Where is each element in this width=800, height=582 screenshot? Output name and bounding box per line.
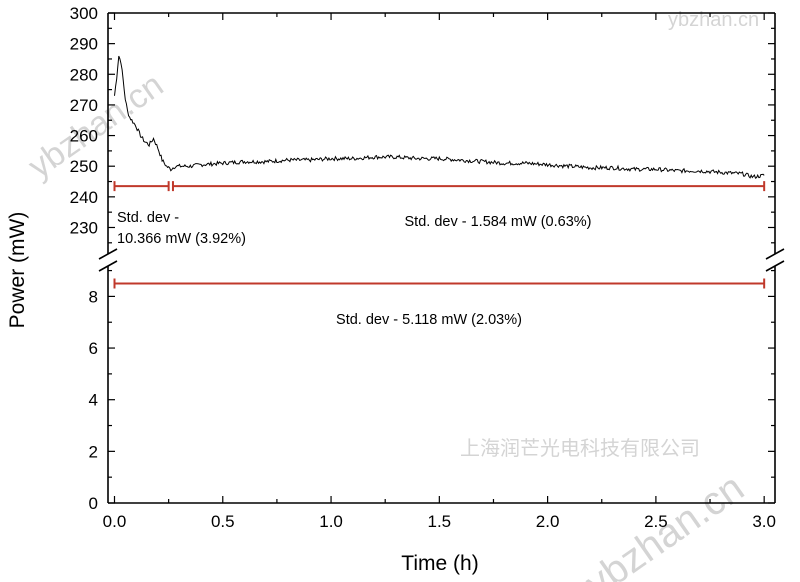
x-tick-label: 2.0 (536, 512, 560, 531)
y-upper-tick-label: 230 (70, 218, 98, 237)
std-dev-label-overall: Std. dev - 5.118 mW (2.03%) (336, 312, 522, 328)
std-dev-label-initial-line1: Std. dev - (117, 210, 179, 226)
y-lower-tick-label: 2 (89, 442, 98, 461)
y-lower-tick-label: 0 (89, 494, 98, 513)
axis-ticks: 0.0 0.5 1.0 1.5 2.0 2.5 3.03002902802702602502… (70, 4, 776, 531)
y-upper-tick-label: 300 (70, 4, 98, 23)
axes-frame (98, 12, 785, 504)
y-lower-tick-label: 4 (89, 391, 98, 410)
y-upper-tick-label: 280 (70, 65, 98, 84)
y-axis-title: Power (mW) (6, 212, 29, 329)
std-dev-label-stable: Std. dev - 1.584 mW (0.63%) (405, 214, 592, 230)
std-dev-markers: Std. dev - 10.366 mW (3.92%) Std. dev - 1.… (113, 181, 766, 328)
watermark-group: ybzhan.cn ybzhan.cn ybzhan.cn 上海润芒光电科技有限… (21, 9, 759, 582)
watermark-site-top-right: ybzhan.cn (668, 9, 759, 31)
y-lower-tick-label: 8 (89, 287, 98, 306)
axis-break-mark-right-1 (765, 248, 785, 260)
axis-break-mark-left-1 (98, 248, 118, 260)
y-upper-tick-label: 240 (70, 188, 98, 207)
y-upper-tick-label: 250 (70, 157, 98, 176)
axis-break-mark-left-2 (98, 260, 118, 272)
series-line-power (114, 55, 765, 179)
y-upper-tick-label: 290 (70, 35, 98, 54)
y-upper-tick-label: 270 (70, 96, 98, 115)
axis-break-mark-right-2 (765, 260, 785, 272)
x-tick-label: 1.0 (319, 512, 343, 531)
x-tick-label: 2.5 (644, 512, 668, 531)
series-group (114, 55, 765, 179)
x-tick-label: 1.5 (428, 512, 452, 531)
std-dev-label-initial-line2: 10.366 mW (3.92%) (117, 231, 246, 247)
x-tick-label: 0.0 (103, 512, 127, 531)
y-lower-tick-label: 6 (89, 339, 98, 358)
x-axis-title: Time (h) (401, 552, 478, 575)
x-tick-label: 3.0 (752, 512, 776, 531)
x-tick-label: 0.5 (211, 512, 235, 531)
y-upper-tick-label: 260 (70, 127, 98, 146)
watermark-company: 上海润芒光电科技有限公司 (460, 437, 700, 460)
